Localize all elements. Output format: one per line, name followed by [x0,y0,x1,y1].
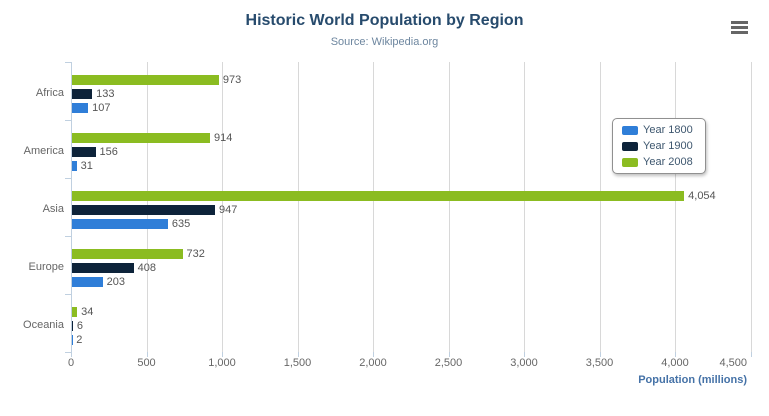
grid-line [675,62,676,352]
chart-context-menu-button[interactable] [726,16,753,38]
grid-line [599,62,601,352]
bar-year-2008-europe [72,249,183,259]
bar-year-1800-asia [72,219,168,229]
x-axis-tick [448,352,450,357]
y-axis-tick [65,294,71,295]
bar-year-1800-america [72,161,77,171]
bar-value-label: 732 [186,248,205,260]
chart-title: Historic World Population by Region [245,12,524,29]
bar-value-label: 6 [76,320,84,332]
bar-value-label: 2 [76,334,83,346]
y-axis-tick [65,62,71,63]
bar-year-2008-asia [72,191,685,201]
x-axis-tick [750,352,752,357]
y-axis-tick [65,352,71,353]
x-axis-tick-label: 1,500 [283,357,312,369]
x-axis-title: Population (millions) [638,374,747,386]
bar-year-2008-africa [72,75,219,85]
bar-value-label: 156 [99,146,118,158]
legend-item-year-1900[interactable]: Year 1900 [622,138,693,154]
category-label-africa: Africa [35,87,64,99]
x-axis-tick-label: 1,000 [208,357,236,369]
legend-item-label: Year 1800 [643,124,693,136]
x-axis-tick-label: 2,500 [434,357,463,369]
x-axis-tick [222,352,223,357]
legend-item-year-2008[interactable]: Year 2008 [622,154,693,170]
x-axis-tick [373,352,374,357]
bar-value-label: 34 [81,306,94,318]
grid-line [524,62,525,352]
legend: Year 1800 Year 1900 Year 2008 [612,118,706,174]
bar-year-1900-africa [72,89,93,99]
bar-value-label: 31 [80,160,93,172]
category-label-europe: Europe [28,261,64,273]
x-axis-tick-label: 500 [137,357,156,369]
bar-value-label: 408 [137,262,156,274]
category-label-oceania: Oceania [23,319,64,331]
bar-year-2008-oceania [72,307,78,317]
bar-value-label: 635 [171,218,191,230]
bar-year-1900-asia [72,205,215,215]
legend-swatch [622,141,638,151]
y-axis-tick [65,236,71,237]
grid-line [297,62,299,352]
category-label-america: America [23,145,64,157]
bar-value-label: 947 [218,204,238,216]
bar-year-1800-europe [72,277,103,287]
x-axis-tick-label: 3,500 [585,357,614,369]
x-axis-tick [599,352,601,357]
bar-value-label: 914 [214,132,233,144]
legend-swatch [622,125,638,135]
bar-year-1900-oceania [72,321,73,331]
bar-value-label: 973 [222,74,242,86]
x-axis-tick [675,352,676,357]
x-axis-tick-label: 4,500 [719,357,748,369]
category-label-asia: Asia [42,203,64,215]
bar-year-1800-africa [72,103,89,113]
chart-subtitle: Source: Wikipedia.org [330,36,439,48]
legend-item-label: Year 1900 [643,140,693,152]
bar-year-1900-america [72,147,96,157]
legend-item-year-1800[interactable]: Year 1800 [622,122,693,138]
grid-line [448,62,450,352]
x-axis-tick [71,352,72,357]
grid-line [750,62,752,352]
x-axis-tick [146,352,148,357]
x-axis-tick [524,352,525,357]
y-axis-line [71,62,72,352]
hamburger-menu-icon [731,20,748,34]
bar-value-label: 203 [106,276,125,288]
y-axis-tick [65,178,71,179]
grid-line [373,62,374,352]
grid-line [222,62,223,352]
x-axis-tick-label: 2,000 [359,357,387,369]
legend-item-label: Year 2008 [643,156,693,168]
x-axis-tick [297,352,299,357]
x-axis-tick-label: 0 [67,357,75,369]
x-axis-tick-label: 4,000 [661,357,689,369]
bar-year-2008-america [72,133,210,143]
bar-value-label: 107 [92,102,111,114]
bar-value-label: 133 [96,88,115,100]
x-axis-tick-label: 3,000 [510,357,538,369]
y-axis-tick [65,120,71,121]
legend-swatch [622,157,638,167]
bar-value-label: 4,054 [688,190,716,202]
bar-year-1900-europe [72,263,134,273]
